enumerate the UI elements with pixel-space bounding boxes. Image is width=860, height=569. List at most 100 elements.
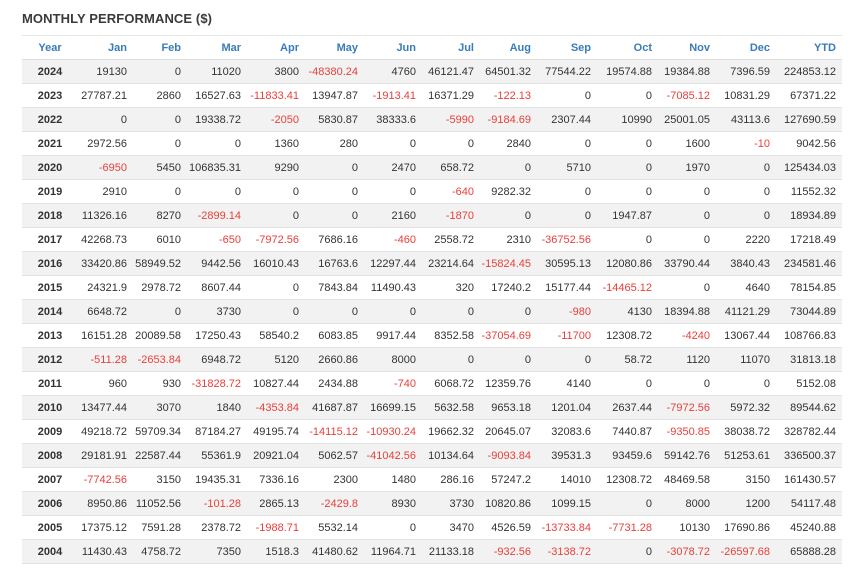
value-cell: -5990 (422, 107, 480, 132)
value-cell: -2050 (247, 107, 305, 132)
column-header-ytd[interactable]: YTD (776, 35, 842, 60)
value-cell: -9184.69 (480, 107, 537, 132)
column-header-jun[interactable]: Jun (364, 35, 422, 60)
value-cell: 5152.08 (776, 371, 842, 396)
value-cell: 87184.27 (187, 419, 247, 444)
value-cell: 12080.86 (597, 251, 658, 276)
value-cell: 5710 (537, 155, 597, 180)
value-cell: -122.13 (480, 83, 537, 108)
value-cell: 4140 (537, 371, 597, 396)
value-cell: 7686.16 (305, 227, 364, 252)
value-cell: -3138.72 (537, 539, 597, 564)
value-cell: 2910 (78, 179, 133, 204)
column-header-mar[interactable]: Mar (187, 35, 247, 60)
column-header-jul[interactable]: Jul (422, 35, 480, 60)
value-cell: 2660.86 (305, 347, 364, 372)
value-cell: 19384.88 (658, 59, 716, 84)
value-cell: 24321.9 (78, 275, 133, 300)
table-row: 2007 -7742.56 3150 19435.31 7336.16 2300 1480 2… (22, 467, 842, 492)
value-cell: 0 (187, 179, 247, 204)
column-header-nov[interactable]: Nov (658, 35, 716, 60)
value-cell: 19130 (78, 59, 133, 84)
value-cell: 6648.72 (78, 299, 133, 324)
value-cell: 2865.13 (247, 491, 305, 516)
value-cell: 7336.16 (247, 467, 305, 492)
value-cell: -2429.8 (305, 491, 364, 516)
value-cell: 12297.44 (364, 251, 422, 276)
value-cell: -15824.45 (480, 251, 537, 276)
value-cell: 19574.88 (597, 59, 658, 84)
value-cell: 20645.07 (480, 419, 537, 444)
value-cell: 2160 (364, 203, 422, 228)
value-cell: -41042.56 (364, 443, 422, 468)
value-cell: -48380.24 (305, 59, 364, 84)
value-cell: 1099.15 (537, 491, 597, 516)
value-cell: 20921.04 (247, 443, 305, 468)
value-cell: 33420.86 (78, 251, 133, 276)
value-cell: 9653.18 (480, 395, 537, 420)
year-cell: 2020 (22, 155, 78, 180)
table-row: 2011 960 930 -31828.72 10827.44 2434.88 -740 60… (22, 371, 842, 396)
value-cell: -1870 (422, 203, 480, 228)
value-cell: -640 (422, 179, 480, 204)
value-cell: -14115.12 (305, 419, 364, 444)
value-cell: 658.72 (422, 155, 480, 180)
table-row: 2020 -6950 5450 106835.31 9290 0 2470 658.72 0 57… (22, 155, 842, 180)
value-cell: -36752.56 (537, 227, 597, 252)
value-cell: 0 (247, 203, 305, 228)
value-cell: 5450 (133, 155, 187, 180)
value-cell: 33790.44 (658, 251, 716, 276)
value-cell: 7396.59 (716, 59, 776, 84)
value-cell: 0 (133, 59, 187, 84)
value-cell: 65888.28 (776, 539, 842, 564)
value-cell: 0 (305, 299, 364, 324)
value-cell: 0 (78, 107, 133, 132)
column-header-year[interactable]: Year (22, 35, 78, 60)
value-cell: -4240 (658, 323, 716, 348)
column-header-aug[interactable]: Aug (480, 35, 537, 60)
column-header-jan[interactable]: Jan (78, 35, 133, 60)
column-header-oct[interactable]: Oct (597, 35, 658, 60)
value-cell: 3150 (133, 467, 187, 492)
value-cell: 22587.44 (133, 443, 187, 468)
value-cell: 2300 (305, 467, 364, 492)
column-header-dec[interactable]: Dec (716, 35, 776, 60)
column-header-may[interactable]: May (305, 35, 364, 60)
value-cell: 27787.21 (78, 83, 133, 108)
value-cell: 5972.32 (716, 395, 776, 420)
value-cell: 11020 (187, 59, 247, 84)
table-row: 2023 27787.21 2860 16527.63 -11833.41 13947.8… (22, 83, 842, 108)
value-cell: 0 (537, 179, 597, 204)
value-cell: 17218.49 (776, 227, 842, 252)
value-cell: 58540.2 (247, 323, 305, 348)
value-cell: 0 (597, 491, 658, 516)
value-cell: 8270 (133, 203, 187, 228)
value-cell: 41687.87 (305, 395, 364, 420)
value-cell: 280 (305, 131, 364, 156)
value-cell: -101.28 (187, 491, 247, 516)
column-header-feb[interactable]: Feb (133, 35, 187, 60)
value-cell: 0 (305, 155, 364, 180)
value-cell: 16699.15 (364, 395, 422, 420)
value-cell: 0 (480, 347, 537, 372)
value-cell: 0 (597, 131, 658, 156)
value-cell: -1913.41 (364, 83, 422, 108)
value-cell: 0 (187, 131, 247, 156)
value-cell: 59709.34 (133, 419, 187, 444)
value-cell: 2470 (364, 155, 422, 180)
value-cell: 1518.3 (247, 539, 305, 564)
value-cell: 336500.37 (776, 443, 842, 468)
value-cell: 10134.64 (422, 443, 480, 468)
value-cell: 1840 (187, 395, 247, 420)
value-cell: 10827.44 (247, 371, 305, 396)
column-header-apr[interactable]: Apr (247, 35, 305, 60)
value-cell: -740 (364, 371, 422, 396)
column-header-sep[interactable]: Sep (537, 35, 597, 60)
value-cell: 106835.31 (187, 155, 247, 180)
value-cell: 11964.71 (364, 539, 422, 564)
year-cell: 2018 (22, 203, 78, 228)
year-cell: 2007 (22, 467, 78, 492)
value-cell: 13477.44 (78, 395, 133, 420)
value-cell: 6083.85 (305, 323, 364, 348)
value-cell: 77544.22 (537, 59, 597, 84)
